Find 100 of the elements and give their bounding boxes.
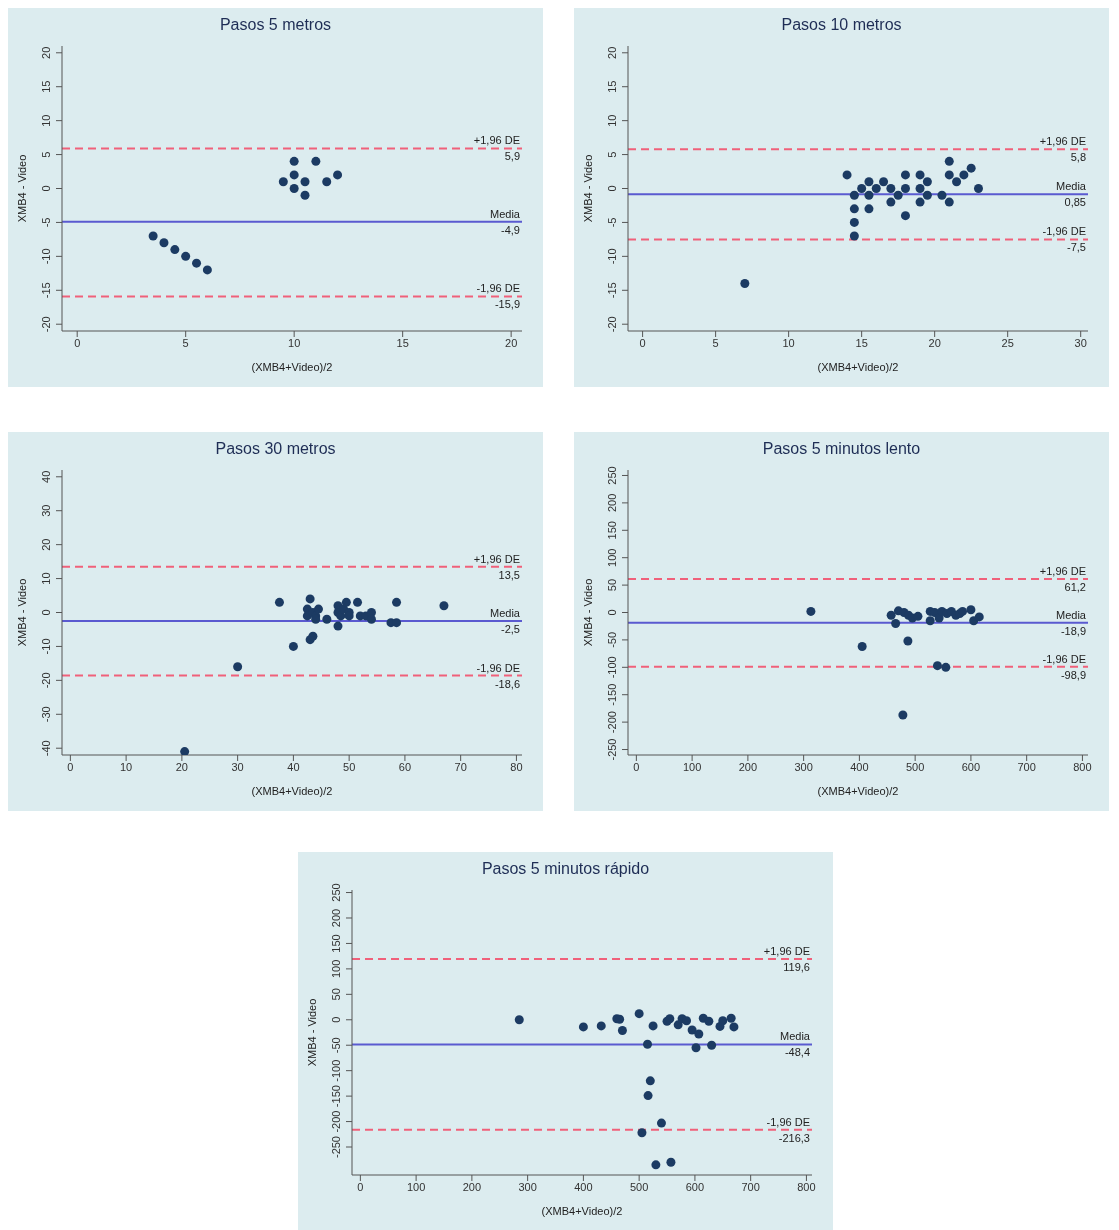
x-tick-label: 0 bbox=[74, 336, 81, 349]
point bbox=[729, 1022, 739, 1032]
y-tick-label: 150 bbox=[330, 934, 342, 953]
y-tick-label: -5 bbox=[606, 217, 618, 228]
point bbox=[691, 1043, 701, 1053]
x-tick-label: 10 bbox=[120, 760, 133, 773]
point bbox=[300, 190, 310, 200]
x-axis-title: (XMB4+Video)/2 bbox=[817, 361, 899, 373]
point bbox=[915, 184, 925, 193]
ref-line-label: -1,96 DE -216,3 bbox=[766, 1115, 810, 1144]
point bbox=[170, 245, 180, 255]
x-tick-label: 0 bbox=[633, 760, 640, 773]
ref-line-label: +1,96 DE 5,8 bbox=[1039, 135, 1086, 164]
x-tick-label: 15 bbox=[396, 336, 409, 349]
x-tick-label: 300 bbox=[794, 760, 813, 773]
x-tick-label: 30 bbox=[231, 760, 244, 773]
x-tick-label: 30 bbox=[1074, 336, 1087, 349]
point bbox=[925, 616, 935, 626]
y-tick-label: 250 bbox=[606, 466, 618, 485]
point bbox=[952, 177, 962, 187]
point bbox=[274, 597, 284, 607]
point bbox=[634, 1009, 644, 1019]
point bbox=[148, 231, 158, 241]
point bbox=[439, 601, 449, 611]
x-tick-label: 500 bbox=[905, 760, 925, 773]
x-tick-label: 200 bbox=[462, 1180, 482, 1193]
y-tick-label: 20 bbox=[40, 46, 52, 59]
point bbox=[932, 661, 942, 671]
x-tick-label: 0 bbox=[357, 1180, 364, 1193]
point bbox=[233, 662, 243, 672]
point bbox=[937, 190, 947, 200]
point bbox=[900, 211, 910, 221]
point bbox=[645, 1076, 655, 1086]
point bbox=[333, 170, 343, 180]
y-tick-label: 30 bbox=[40, 504, 52, 517]
y-tick-label: -15 bbox=[40, 282, 52, 299]
point bbox=[289, 156, 299, 166]
point bbox=[718, 1016, 728, 1026]
point bbox=[656, 1118, 666, 1128]
y-tick-label: -20 bbox=[40, 316, 52, 333]
chart-title: Pasos 30 metros bbox=[214, 440, 337, 458]
x-tick-label: 100 bbox=[682, 760, 702, 773]
ref-line-label: -1,96 DE -7,5 bbox=[1042, 225, 1086, 254]
y-tick-label: -10 bbox=[40, 248, 52, 265]
ref-line-label: Media -4,9 bbox=[490, 207, 521, 236]
x-tick-label: 800 bbox=[1073, 760, 1092, 773]
x-tick-label: 100 bbox=[406, 1180, 426, 1193]
point bbox=[341, 597, 351, 607]
y-tick-label: -200 bbox=[606, 711, 618, 734]
point bbox=[694, 1029, 704, 1039]
ref-line-label: Media -18,9 bbox=[1056, 608, 1087, 637]
point bbox=[289, 170, 299, 180]
point bbox=[900, 170, 910, 180]
point bbox=[898, 710, 908, 720]
x-tick-label: 800 bbox=[797, 1180, 816, 1193]
x-tick-label: 5 bbox=[712, 336, 719, 349]
y-axis-title: XMB4 - Video bbox=[305, 998, 318, 1067]
y-tick-label: -20 bbox=[606, 316, 618, 333]
point bbox=[392, 597, 402, 607]
point bbox=[857, 184, 867, 193]
point bbox=[726, 1013, 736, 1023]
y-tick-label: 5 bbox=[606, 151, 618, 158]
y-tick-label: 0 bbox=[606, 609, 618, 616]
y-axis-title: XMB4 - Video bbox=[581, 154, 594, 223]
chart-title: Pasos 5 minutos rápido bbox=[480, 860, 651, 878]
point bbox=[886, 197, 896, 207]
point bbox=[648, 1021, 658, 1031]
x-tick-label: 20 bbox=[928, 336, 941, 349]
point bbox=[944, 156, 954, 166]
point bbox=[578, 1022, 588, 1032]
point bbox=[893, 190, 903, 200]
y-tick-label: -30 bbox=[40, 706, 52, 723]
point bbox=[913, 611, 923, 621]
y-tick-label: -20 bbox=[40, 672, 52, 689]
y-tick-label: 20 bbox=[606, 46, 618, 59]
point bbox=[392, 618, 402, 628]
y-tick-label: -100 bbox=[606, 656, 618, 679]
point bbox=[313, 604, 323, 614]
point bbox=[308, 631, 318, 641]
point bbox=[202, 265, 212, 275]
x-tick-label: 600 bbox=[961, 760, 981, 773]
point bbox=[941, 662, 951, 672]
ref-line-label: -1,96 DE -15,9 bbox=[476, 282, 520, 311]
point bbox=[864, 190, 874, 200]
ref-line-label: Media -48,4 bbox=[780, 1030, 811, 1059]
x-tick-label: 60 bbox=[398, 760, 412, 773]
x-axis-title: (XMB4+Video)/2 bbox=[251, 785, 333, 797]
point bbox=[900, 184, 910, 193]
point bbox=[973, 184, 983, 193]
ref-line-label: +1,96 DE 61,2 bbox=[1039, 564, 1086, 593]
y-tick-label: 20 bbox=[40, 538, 52, 551]
point bbox=[288, 641, 298, 651]
x-tick-label: 40 bbox=[287, 760, 300, 773]
x-tick-label: 300 bbox=[518, 1180, 537, 1193]
point bbox=[333, 621, 343, 631]
point bbox=[966, 605, 976, 615]
point bbox=[891, 618, 901, 628]
x-tick-label: 20 bbox=[175, 760, 188, 773]
y-tick-label: -150 bbox=[606, 683, 618, 706]
y-tick-label: 0 bbox=[40, 609, 52, 616]
